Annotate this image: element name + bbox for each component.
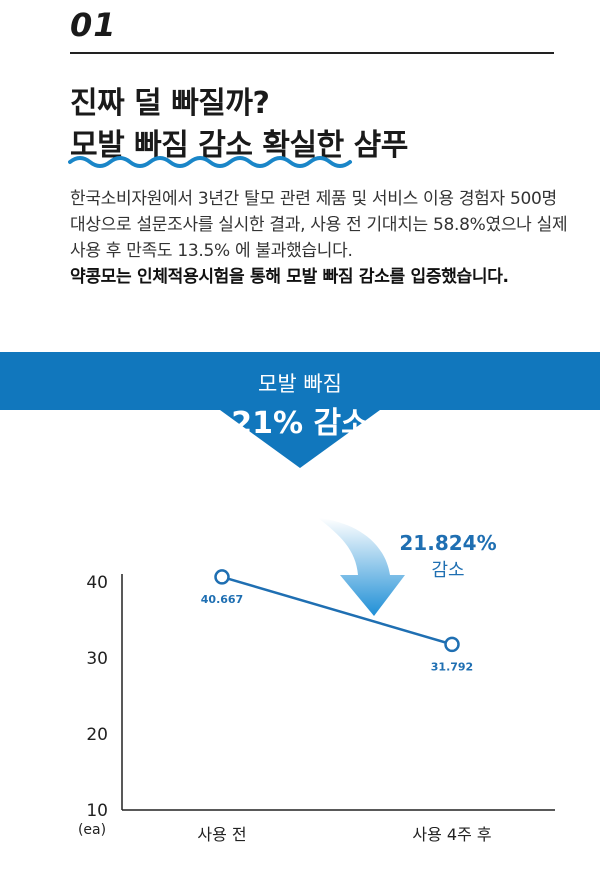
banner-title: 모발 빠짐	[258, 372, 342, 396]
annotation-text: 감소	[431, 560, 464, 581]
annotation-value: 21.824%	[399, 531, 496, 555]
y-axis-unit: (ea)	[78, 822, 106, 838]
top-divider	[70, 52, 554, 54]
result-banner	[0, 352, 600, 468]
decrease-arrow-icon	[318, 518, 405, 616]
data-label: 31.792	[431, 660, 473, 673]
section-number: 01	[70, 6, 117, 44]
data-point	[444, 636, 460, 653]
banner-value: 21% 감소	[231, 406, 369, 441]
data-point	[214, 569, 230, 585]
y-tick-label: 20	[86, 725, 108, 745]
x-tick-label: 사용 4주 후	[412, 825, 491, 844]
series-line	[221, 575, 453, 646]
headline-line-1: 진짜 덜 빠질까?	[70, 86, 270, 121]
y-tick-label: 30	[86, 649, 108, 669]
data-label: 40.667	[201, 593, 243, 606]
hair-loss-line-chart: 40 30 20 10(ea) 사용 전 사용 4주 후 21.824% 감소 40.667…	[78, 518, 555, 844]
x-tick-label: 사용 전	[197, 825, 246, 844]
wavy-underline	[68, 156, 352, 168]
y-tick-label: 10	[86, 801, 108, 821]
intro-text: 한국소비자원에서 3년간 탈모 관련 제품 및 서비스 이용 경험자 500명 …	[70, 189, 568, 261]
intro-paragraph: 한국소비자원에서 3년간 탈모 관련 제품 및 서비스 이용 경험자 500명 …	[70, 186, 570, 290]
intro-bold-sentence: 약콩모는 인체적용시험을 통해 모발 빠짐 감소를 입증했습니다.	[70, 267, 509, 287]
y-tick-label: 40	[86, 573, 108, 593]
